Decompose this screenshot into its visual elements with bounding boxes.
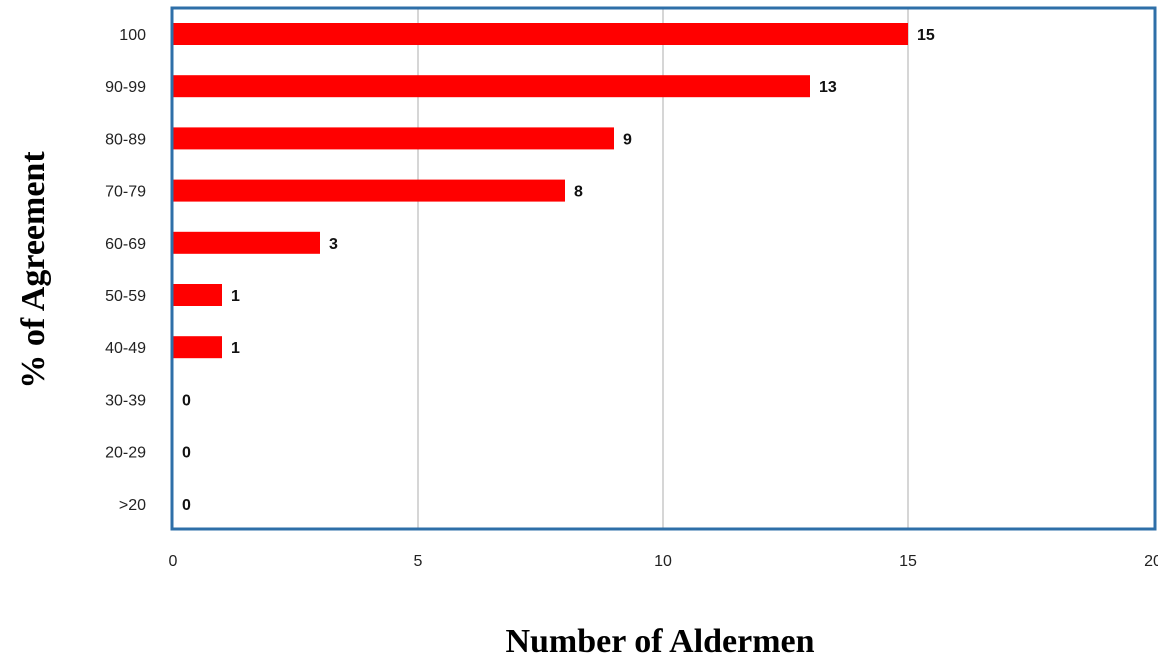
data-label: 1	[231, 340, 240, 357]
x-tick-labels: 0 5 10 15 20	[169, 553, 1158, 570]
x-tick-label: 5	[414, 553, 423, 570]
bar-50-59	[173, 284, 222, 306]
plot-frame	[170, 6, 1157, 531]
data-label: 0	[182, 497, 191, 514]
category-label: 50-59	[105, 288, 146, 305]
bar-40-49	[173, 336, 222, 359]
data-label: 1	[231, 288, 240, 305]
bars	[173, 23, 908, 359]
data-label: 13	[819, 79, 837, 96]
bar-90-99	[173, 75, 810, 98]
category-label: 100	[119, 27, 146, 44]
category-label: 80-89	[105, 131, 146, 148]
x-tick-label: 10	[654, 553, 672, 570]
bar-100	[173, 23, 908, 45]
data-label: 8	[574, 184, 583, 201]
data-label: 9	[623, 131, 632, 148]
x-axis-title: Number of Aldermen	[505, 623, 814, 660]
category-label: 40-49	[105, 340, 146, 357]
category-label: 20-29	[105, 445, 146, 462]
x-tick-label: 0	[169, 553, 178, 570]
category-label: 70-79	[105, 184, 146, 201]
category-label: 90-99	[105, 79, 146, 96]
bar-70-79	[173, 179, 565, 202]
x-tick-label: 15	[899, 553, 917, 570]
category-label: 30-39	[105, 392, 146, 409]
data-label: 0	[182, 392, 191, 409]
data-label: 3	[329, 236, 338, 253]
bar-80-89	[173, 127, 614, 150]
data-label: 15	[917, 27, 935, 44]
data-labels: 15 13 9 8 3 1 1 0 0 0	[182, 27, 935, 514]
category-labels: 100 90-99 80-89 70-79 60-69 50-59 40-49 30-39 20…	[105, 27, 146, 514]
y-axis-title: % of Agreement	[15, 151, 52, 389]
bar-60-69	[173, 231, 320, 254]
category-label: >20	[119, 497, 146, 514]
data-label: 0	[182, 445, 191, 462]
x-tick-label: 20	[1144, 553, 1158, 570]
category-label: 60-69	[105, 236, 146, 253]
